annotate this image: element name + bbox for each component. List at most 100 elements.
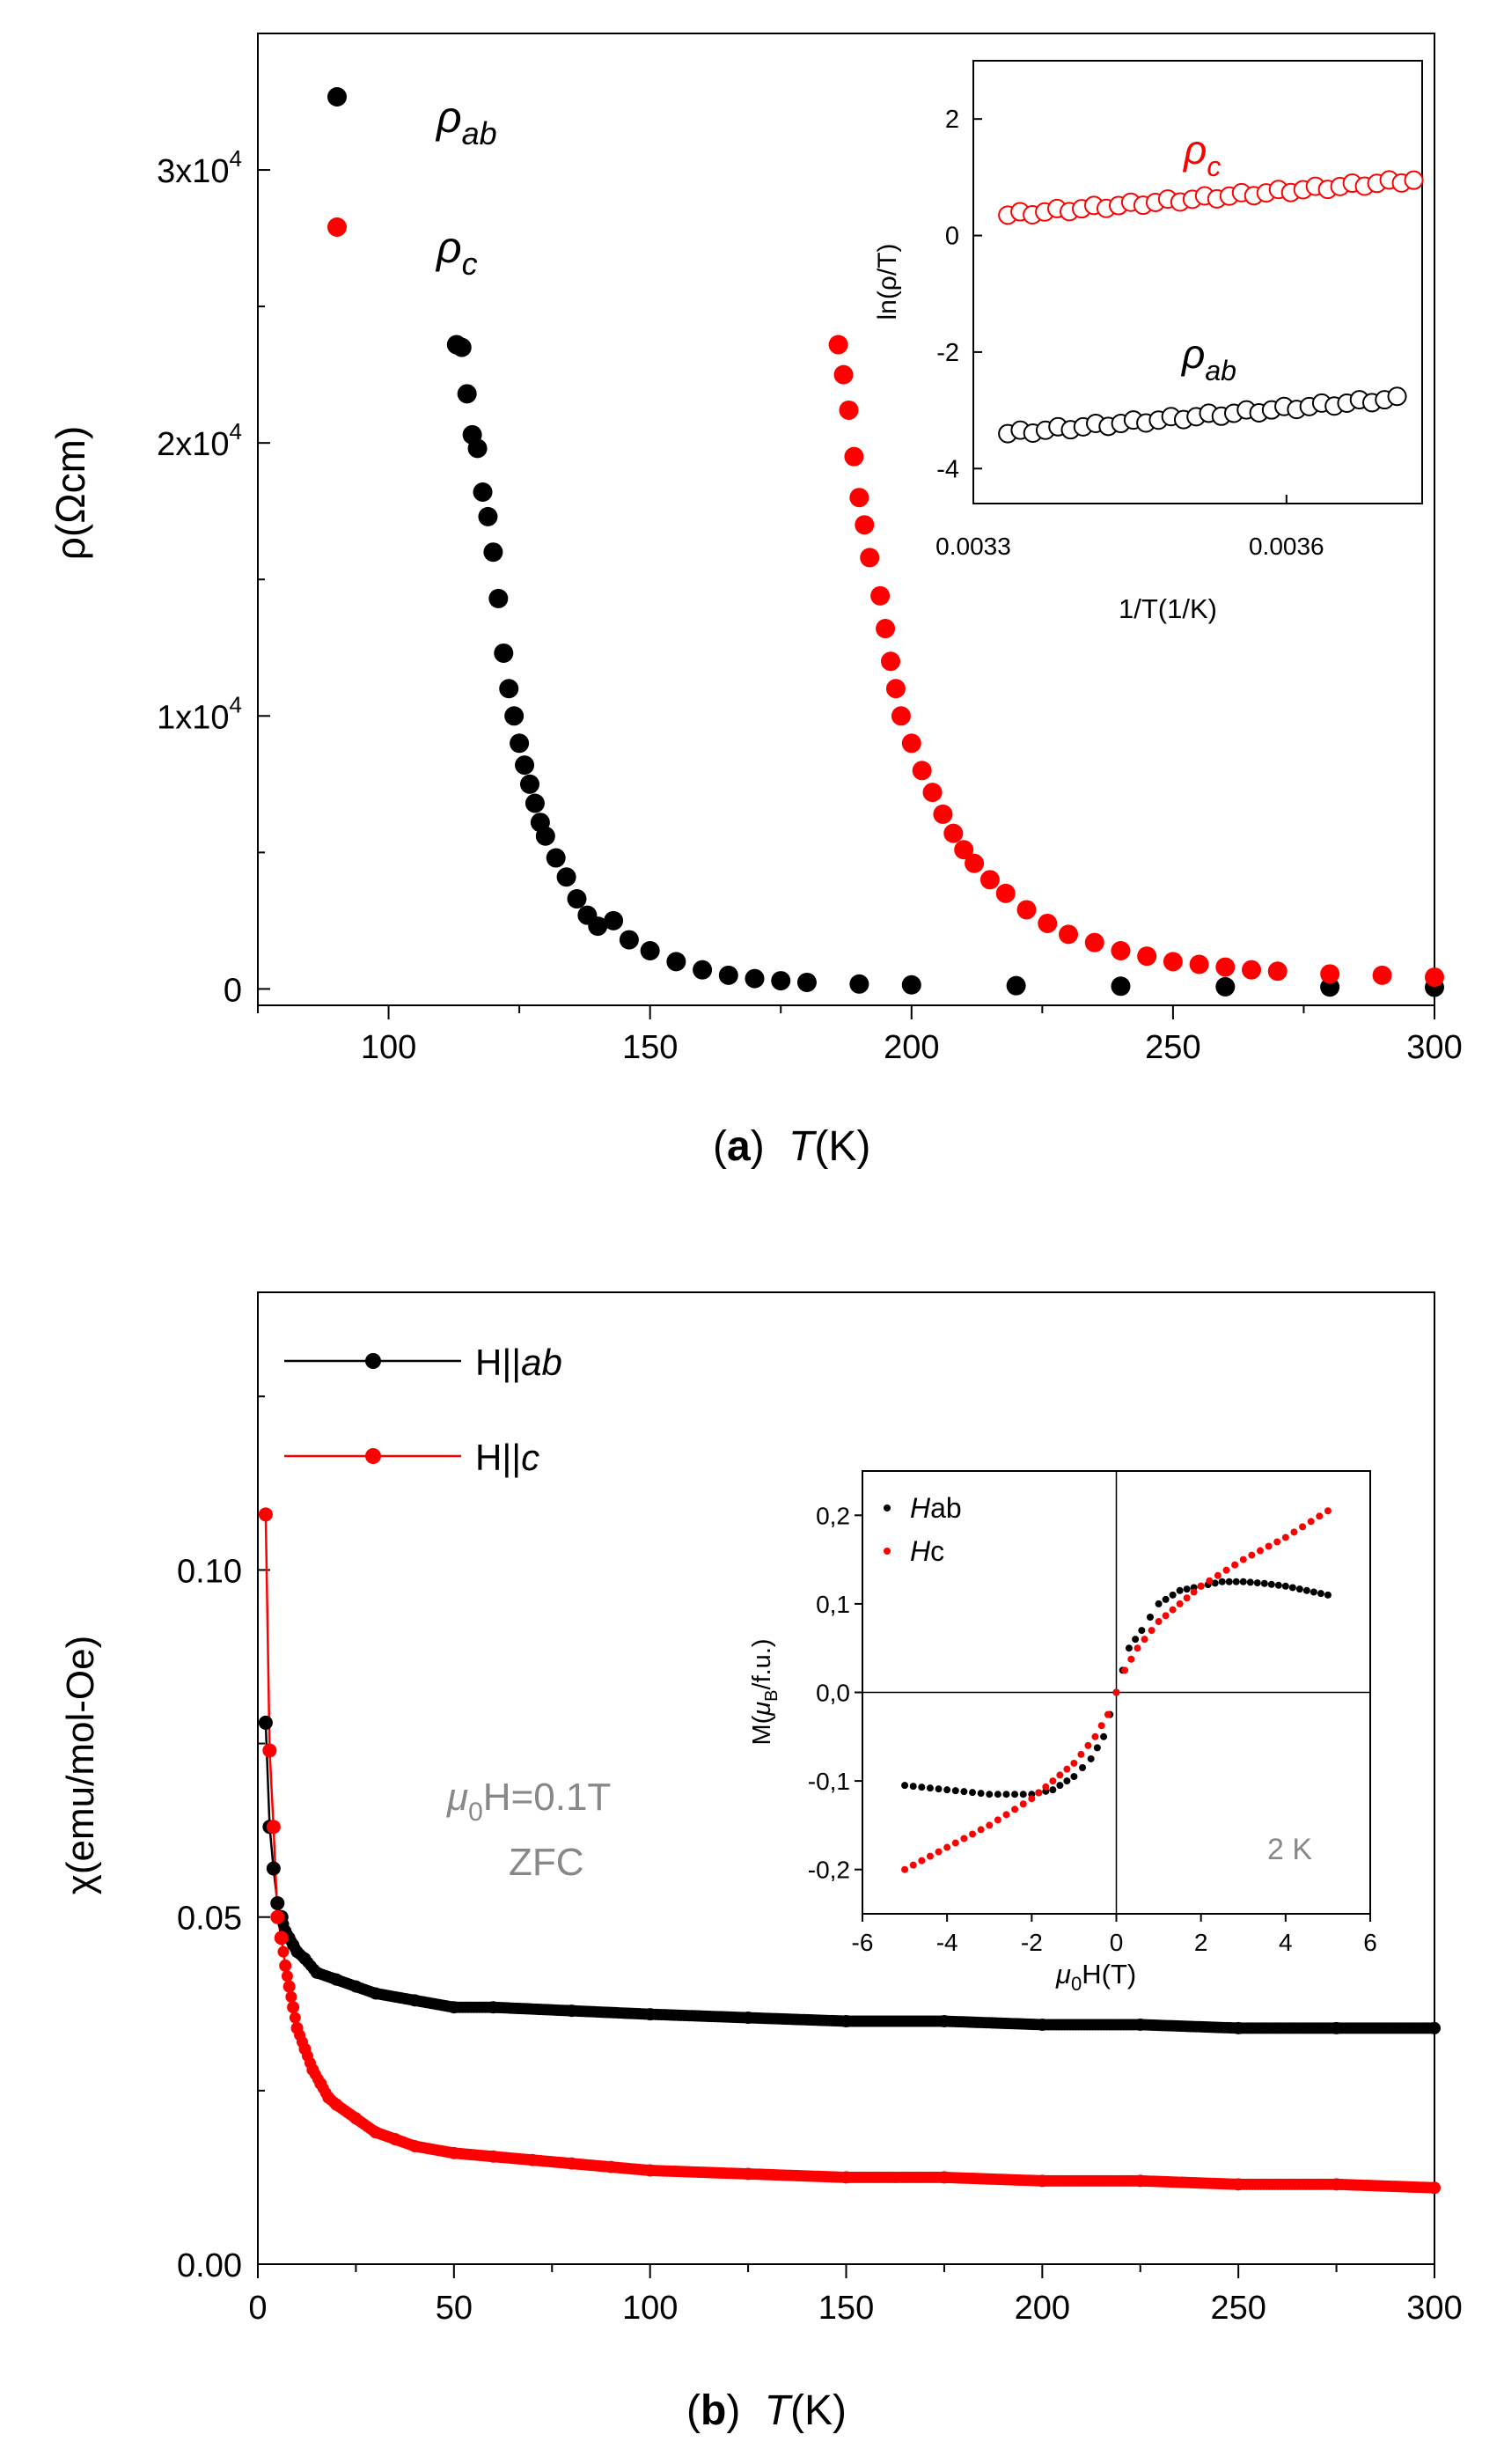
inset-m-hc-point [1239,1556,1247,1563]
rho-ab-point [504,706,525,726]
rho-ab-point [478,506,498,526]
chart-a-inset-y-tick-label: 2 [945,106,959,134]
inset-m-hc-point [1019,1800,1027,1808]
inset-m-hab-point [1138,1627,1146,1635]
legend-b-marker-c [365,1448,381,1464]
rho-ab-point [567,889,587,909]
chart-b-inset-y-tick-label: 0,1 [816,1591,850,1618]
chart-b-inset-legend-marker-hc [884,1548,891,1555]
chart-a-inset-x-axis-label: 1/T(1/K) [1119,593,1217,624]
inset-m-hab-point [1169,1591,1177,1599]
rho-ab-point [1215,976,1236,997]
inset-m-hc-point [1290,1528,1298,1536]
inset-m-hc-point [1141,1636,1148,1644]
inset-m-hc-point [994,1816,1001,1824]
chart-b-inset-legend-marker-hab [884,1504,891,1511]
chart-a-x-ticks: 100 150 200 250 300 [257,1005,1463,1066]
inset-m-hab-point [1211,1579,1219,1587]
rho-ab-point [519,774,539,794]
inset-m-hab-point [918,1784,926,1791]
chi-h-c-point [282,1980,296,1993]
chi-h-ab-point [258,1715,273,1730]
chart-a-inset-y-tick-label: -2 [936,339,959,367]
rho-c-point [828,335,848,355]
chi-h-c-point [277,1945,290,1958]
inset-m-hab-point [1002,1791,1010,1798]
rho-c-point [870,585,891,606]
legend-a-label-rho-ab: ρab [435,92,497,151]
inset-m-hc-point [1214,1571,1222,1579]
inset-m-hc-point [1307,1518,1315,1526]
chart-b-inset-y-tick-label: 0,2 [816,1502,850,1529]
inset-m-hc-point [1231,1561,1239,1569]
inset-m-hc-point [901,1865,909,1873]
inset-m-hc-point [1299,1523,1307,1531]
rho-ab-point [499,679,519,699]
rho-ab-point [451,337,472,357]
chart-b-inset-y-ticks: 0,2 0,1 0,0 -0,1 -0,2 [808,1502,862,1884]
inset-m-hab-point [1260,1579,1268,1587]
inset-m-hab-point [1100,1732,1108,1740]
inset-m-hab-point [1087,1754,1095,1762]
rho-c-point [1372,965,1392,985]
chart-b-x-axis-label: (b) T(K) [686,2387,847,2434]
chart-b-x-ticks: 0 50 100 150 200 250 300 [248,2264,1463,2327]
chi-h-ab-point [1426,2022,1438,2034]
rho-c-point [1320,964,1340,984]
rho-ab-point [588,916,608,937]
legend-b-label-ab: H||ab [475,1342,562,1383]
chi-h-c-point [262,1743,277,1758]
inset-m-hc-point [1091,1732,1099,1740]
inset-m-hab-point [1132,1636,1140,1644]
inset-rho-ab-point [1387,386,1407,407]
rho-c-point [1111,940,1131,960]
inset-m-hab-point [969,1789,977,1797]
rho-c-point [1425,967,1444,988]
inset-m-hc-point [926,1852,934,1860]
inset-m-hab-point [1239,1578,1247,1585]
inset-m-hc-point [1316,1512,1324,1520]
chi-h-c-point [1426,2181,1438,2194]
inset-m-hc-point [1042,1783,1050,1791]
legend-a-marker-rho-c [327,217,347,237]
inset-m-hab-point [1310,1588,1317,1596]
chart-a-frame [257,33,1435,1006]
chart-a-x-tick-label: 150 [622,1029,678,1066]
chart-a-inset-points [998,170,1424,444]
chart-b-inset-x-tick-label: 0 [1110,1929,1124,1956]
chart-a-points [446,335,1444,997]
inset-m-hab-point [1295,1585,1303,1593]
rho-ab-point [693,960,713,980]
inset-m-hab-point [1093,1744,1101,1752]
chart-b-inset-x-ticks: -6 -4 -2 0 2 4 6 [852,1914,1377,1956]
rho-c-point [891,706,911,726]
inset-m-hc-point [909,1861,917,1869]
chart-a-inset-y-ticks: 2 0 -2 -4 [936,106,982,483]
inset-m-hab-point [977,1790,985,1798]
inset-m-hab-point [1183,1585,1191,1593]
inset-m-hab-point [1253,1579,1261,1587]
rho-c-point [979,870,1000,890]
chart-a-y-tick-label: 2x104 [157,418,242,463]
inset-m-hab-point [1281,1582,1289,1590]
rho-c-point [1163,952,1183,972]
rho-ab-point [745,968,765,989]
chart-b-inset-legend-label-hc: Hc [910,1535,944,1567]
inset-m-hab-point [1317,1590,1324,1598]
chart-b-y-tick-label: 0.10 [177,1553,242,1590]
chart-b-inset-x-tick-label: -2 [1021,1929,1043,1956]
inset-m-hc-point [1112,1688,1120,1696]
rho-ab-point [546,848,566,868]
chi-h-c-point [258,1507,273,1522]
inset-m-hab-point [1176,1586,1184,1594]
chart-a-y-axis-label: ρ(Ωcm) [48,426,93,561]
legend-a-marker-rho-ab [327,87,347,107]
inset-m-hc-point [1084,1741,1092,1749]
inset-m-hc-point [977,1826,985,1834]
inset-m-hab-point [1267,1580,1275,1588]
inset-m-hab-point [1274,1581,1282,1589]
inset-m-hc-point [1011,1806,1019,1813]
chart-b-y-tick-label: 0.00 [177,2247,242,2284]
rho-ab-point [771,971,791,991]
inset-m-hc-point [1222,1566,1230,1574]
